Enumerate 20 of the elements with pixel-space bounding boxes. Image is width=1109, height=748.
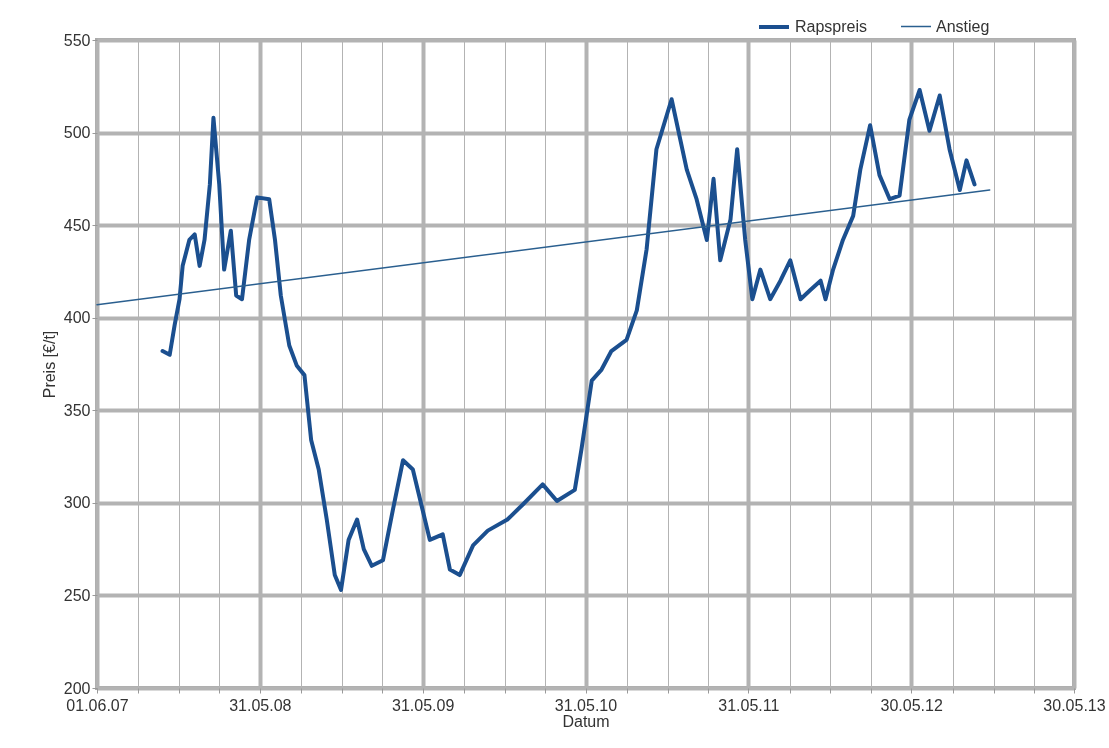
y-tick-label: 450 [63, 216, 91, 234]
y-tick-label: 400 [63, 309, 91, 327]
y-tick-label: 550 [63, 31, 91, 49]
legend-label: Rapspreis [795, 18, 868, 35]
line-series [160, 87, 977, 592]
y-axis-title: Preis [€/t] [40, 330, 58, 399]
x-tick-label: 01.06.07 [66, 696, 129, 714]
y-tick-label: 500 [63, 124, 91, 142]
y-tick-label: 250 [63, 586, 91, 604]
x-tick-label: 30.05.12 [880, 696, 943, 714]
y-tick-label: 350 [63, 401, 91, 419]
y-tick-label: 300 [63, 494, 91, 512]
x-tick-label: 31.05.09 [392, 696, 455, 714]
y-tick-label: 200 [63, 679, 91, 697]
x-tick-label: 31.05.08 [229, 696, 292, 714]
x-tick-label: 30.05.13 [1043, 696, 1106, 714]
legend-label: Anstieg [936, 17, 990, 35]
x-tick-label: 31.05.10 [554, 696, 618, 714]
x-tick-label: 31.05.11 [718, 696, 780, 714]
x-axis-title: Datum [562, 712, 610, 730]
